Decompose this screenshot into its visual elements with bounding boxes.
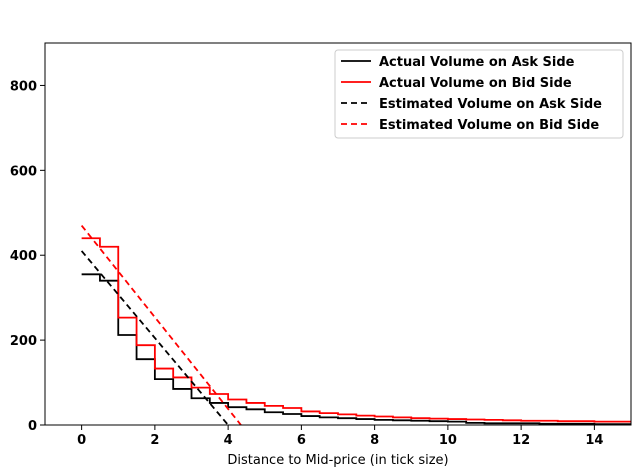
- plot-frame: [44, 42, 632, 426]
- x-tick-label: 6: [297, 433, 306, 448]
- x-axis: 0 2 4 6 8 10 12 14: [77, 425, 603, 448]
- legend-entry-bid-actual: Actual Volume on Bid Side: [341, 76, 572, 91]
- y-tick-label: 400: [10, 249, 37, 264]
- x-axis-label: Distance to Mid-price (in tick size): [227, 453, 448, 468]
- legend-entry-bid-estimated: Estimated Volume on Bid Side: [341, 118, 599, 133]
- legend-label-ask-estimated: Estimated Volume on Ask Side: [379, 97, 602, 112]
- legend-label-ask-actual: Actual Volume on Ask Side: [379, 55, 575, 70]
- x-tick-label: 10: [439, 433, 457, 448]
- legend: Actual Volume on Ask Side Actual Volume …: [334, 49, 624, 139]
- x-tick-label: 4: [224, 433, 233, 448]
- y-tick-label: 600: [10, 164, 37, 179]
- legend-label-bid-estimated: Estimated Volume on Bid Side: [379, 118, 599, 133]
- x-tick-label: 8: [370, 433, 379, 448]
- y-tick-label: 200: [10, 334, 37, 349]
- legend-label-bid-actual: Actual Volume on Bid Side: [379, 76, 572, 91]
- series-line-2: [80, 250, 229, 425]
- x-tick-label: 12: [512, 433, 530, 448]
- legend-entry-ask-actual: Actual Volume on Ask Side: [341, 55, 575, 70]
- series-line-3: [80, 224, 242, 425]
- y-axis: 0 200 400 600 800: [10, 79, 45, 434]
- legend-box: [334, 49, 624, 139]
- x-tick-label: 2: [150, 433, 159, 448]
- x-tick-label: 0: [77, 433, 86, 448]
- x-tick-label: 14: [585, 433, 603, 448]
- y-tick-label: 800: [10, 79, 37, 94]
- legend-entry-ask-estimated: Estimated Volume on Ask Side: [341, 97, 602, 112]
- y-tick-label: 0: [28, 419, 37, 434]
- series-line-1: [81, 237, 631, 423]
- series-line-0: [81, 273, 631, 425]
- series-layer: [80, 224, 631, 425]
